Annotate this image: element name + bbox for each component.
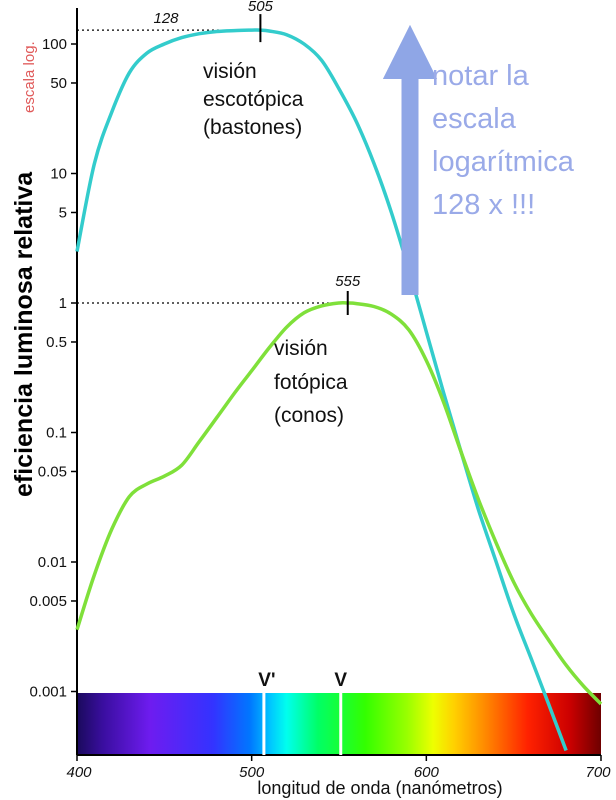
series-label-scotopic: visión escotópica (bastones) <box>203 60 309 139</box>
annotation-note-line-1: notar la <box>432 60 530 92</box>
y-tick-label: 100 <box>42 36 67 53</box>
annotation-note-line-3: logarítmica <box>432 146 575 178</box>
y-tick-label: 0.5 <box>46 334 67 351</box>
y-tick-label: 1 <box>59 295 67 312</box>
x-ticks: 400 500 600 700 <box>66 755 611 781</box>
series-label-photopic: visión fotópica (conos) <box>274 337 353 427</box>
annotation-note-line-2: escala <box>432 103 517 135</box>
series-line-scotopic <box>75 28 568 752</box>
x-tick-label: 600 <box>414 764 440 781</box>
peak-label-photopic: 555 <box>335 273 361 290</box>
y-tick-label: 10 <box>50 166 67 183</box>
peak-value-label-scotopic: 128 <box>153 10 179 27</box>
series-label-photopic-line-1: visión <box>274 337 328 360</box>
series-label-photopic-line-2: fotópica <box>274 371 348 394</box>
y-tick-label: 0.01 <box>38 554 67 571</box>
marker-label-v-prime: V' <box>258 670 275 691</box>
y-ticks: 100 50 10 5 1 0.5 0.1 0.05 0.01 0.005 0.001 <box>29 36 77 701</box>
x-tick-label: 500 <box>239 764 265 781</box>
marker-label-v: V <box>334 670 347 691</box>
y-tick-label: 5 <box>59 204 67 221</box>
series-label-scotopic-line-1: visión <box>203 60 257 83</box>
y-tick-label: 0.001 <box>29 684 67 701</box>
spectrum-bar <box>77 693 601 755</box>
peak-label-scotopic: 505 <box>248 0 274 15</box>
series-line-photopic <box>75 301 603 706</box>
y-axis-title: eficiencia luminosa relativa <box>10 171 38 497</box>
annotation-note: notar la escala logarítmica 128 x !!! <box>432 60 582 221</box>
y-tick-label: 0.1 <box>46 425 67 442</box>
x-tick-label: 400 <box>66 764 92 781</box>
series-label-scotopic-line-3: (bastones) <box>203 116 302 139</box>
y-tick-label: 0.005 <box>29 593 67 610</box>
series-label-scotopic-line-2: escotópica <box>203 88 304 111</box>
x-axis-title: longitud de onda (nanómetros) <box>257 778 502 798</box>
y-tick-label: 50 <box>50 75 67 92</box>
x-tick-label: 700 <box>585 764 611 781</box>
annotation-note-line-4: 128 x !!! <box>432 189 535 221</box>
y-axis-scale-note: escala log. <box>21 41 38 113</box>
y-tick-label: 0.05 <box>38 463 67 480</box>
series-label-photopic-line-3: (conos) <box>274 404 344 427</box>
